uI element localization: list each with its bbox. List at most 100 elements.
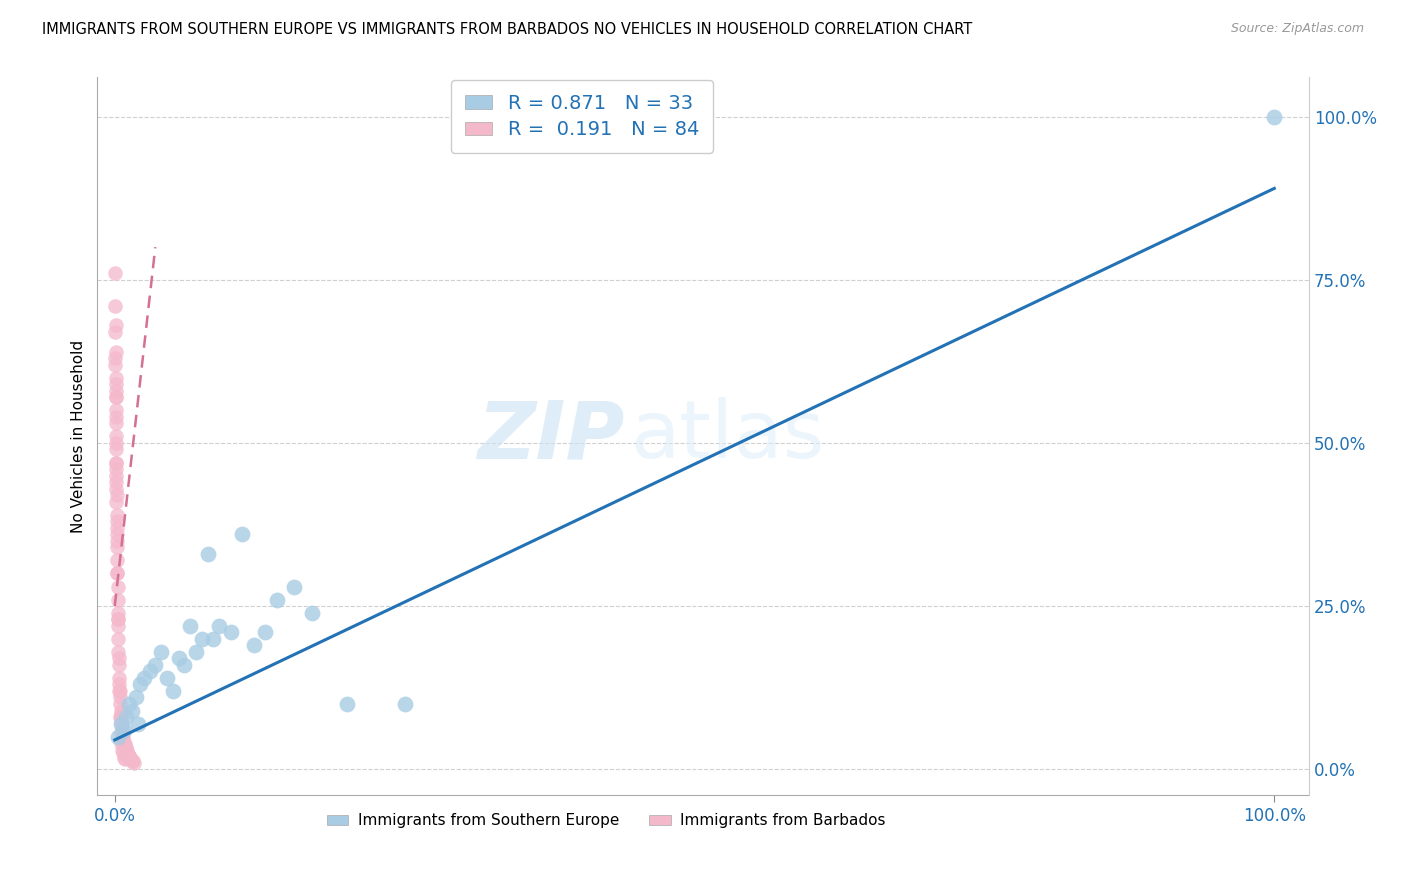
Point (105, 417, 128, 431)
Point (104, 390, 127, 404)
Point (118, 697, 141, 711)
Point (107, 612, 129, 626)
Text: atlas: atlas (630, 398, 825, 475)
Point (115, 742, 138, 756)
Point (336, 697, 359, 711)
Point (108, 710, 131, 724)
Point (197, 547, 219, 561)
Point (162, 684, 184, 698)
Point (115, 710, 138, 724)
Point (104, 429, 127, 443)
Point (301, 606, 323, 620)
Point (104, 299, 127, 313)
Point (104, 409, 127, 424)
Point (107, 618, 129, 632)
Point (132, 671, 155, 685)
Point (179, 618, 201, 632)
Point (112, 723, 135, 738)
Point (107, 612, 129, 626)
Point (105, 527, 128, 541)
Point (150, 645, 173, 659)
Point (105, 553, 128, 567)
Point (104, 325, 127, 339)
Point (105, 436, 128, 450)
Point (104, 318, 127, 333)
Point (104, 370, 127, 384)
Point (107, 592, 129, 607)
Point (107, 606, 129, 620)
Point (105, 442, 128, 457)
Point (105, 541, 128, 555)
Point (105, 468, 128, 483)
Point (105, 566, 128, 581)
Point (105, 508, 128, 522)
Point (110, 704, 132, 718)
Point (104, 377, 127, 392)
Point (104, 390, 127, 404)
Point (110, 697, 132, 711)
Point (107, 632, 129, 646)
Point (118, 750, 141, 764)
Point (104, 403, 127, 417)
Point (107, 657, 129, 672)
Point (110, 736, 132, 750)
Point (167, 651, 190, 665)
Point (112, 750, 135, 764)
Point (231, 527, 253, 541)
Point (111, 723, 134, 738)
Point (104, 266, 127, 280)
Point (111, 716, 134, 731)
Point (129, 677, 152, 691)
Point (121, 704, 143, 718)
Point (105, 462, 128, 476)
Point (121, 754, 143, 768)
Point (124, 756, 146, 770)
Point (105, 456, 128, 470)
Point (104, 358, 127, 372)
Point (1263, 110, 1285, 124)
Point (190, 632, 212, 646)
Point (110, 706, 132, 721)
Point (105, 456, 128, 470)
Point (110, 714, 132, 728)
Point (120, 752, 142, 766)
Point (111, 746, 134, 760)
Point (120, 752, 142, 766)
Point (156, 671, 179, 685)
Point (105, 533, 128, 548)
Point (107, 645, 129, 659)
Point (115, 744, 138, 758)
Point (118, 749, 141, 764)
Point (114, 752, 136, 766)
Point (117, 746, 139, 760)
Point (254, 625, 277, 640)
Text: ZIP: ZIP (477, 398, 624, 475)
Point (394, 697, 416, 711)
Point (124, 690, 146, 705)
Point (105, 494, 128, 508)
Point (111, 742, 134, 756)
Point (104, 384, 127, 398)
Text: Source: ZipAtlas.com: Source: ZipAtlas.com (1230, 22, 1364, 36)
Point (122, 755, 145, 769)
Text: IMMIGRANTS FROM SOUTHERN EUROPE VS IMMIGRANTS FROM BARBADOS NO VEHICLES IN HOUSE: IMMIGRANTS FROM SOUTHERN EUROPE VS IMMIG… (42, 22, 973, 37)
Point (127, 716, 149, 731)
Point (108, 671, 131, 685)
Point (202, 632, 225, 646)
Point (117, 747, 139, 762)
Point (108, 684, 131, 698)
Point (138, 665, 160, 679)
Point (111, 720, 134, 734)
Point (107, 651, 129, 665)
Point (118, 748, 141, 763)
Point (283, 580, 305, 594)
Point (143, 657, 166, 672)
Point (108, 677, 131, 691)
Point (108, 684, 131, 698)
Y-axis label: No Vehicles in Household: No Vehicles in Household (72, 340, 86, 533)
Point (208, 618, 231, 632)
Point (110, 726, 132, 740)
Legend: Immigrants from Southern Europe, Immigrants from Barbados: Immigrants from Southern Europe, Immigra… (321, 807, 891, 834)
Point (114, 738, 136, 752)
Point (114, 741, 136, 756)
